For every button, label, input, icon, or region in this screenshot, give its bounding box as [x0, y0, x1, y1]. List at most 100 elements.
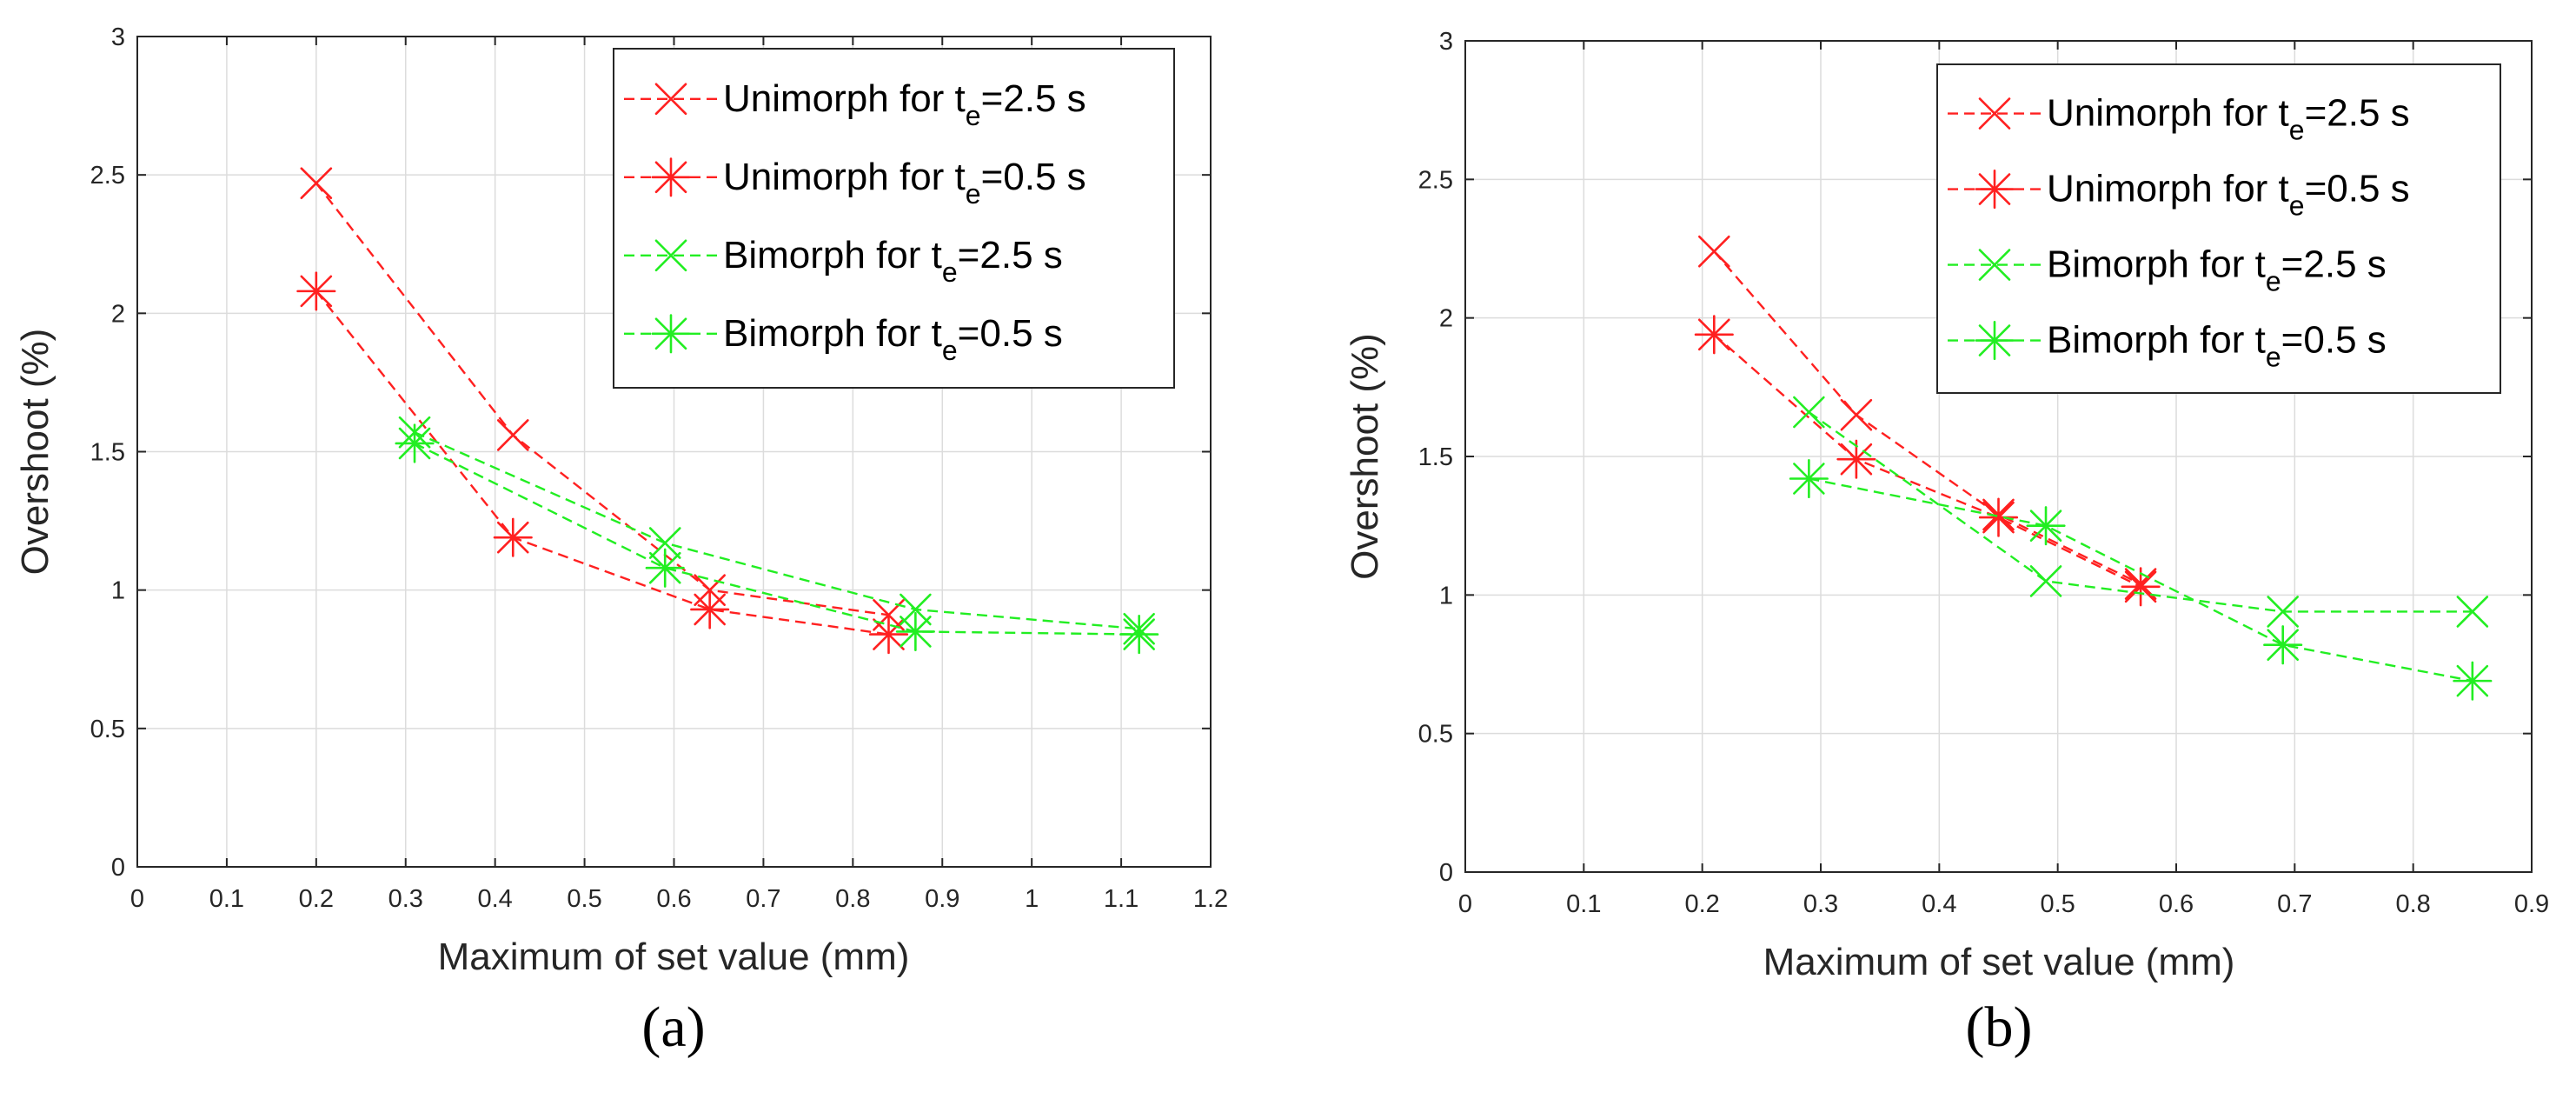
legend-marker	[1978, 97, 2011, 130]
data-point	[1119, 615, 1159, 655]
panel-label: (a)	[641, 996, 705, 1059]
data-point	[868, 615, 909, 655]
x-tick-label: 0.2	[1685, 890, 1720, 918]
y-tick-label: 1	[1439, 582, 1453, 609]
series-line	[315, 290, 889, 636]
x-tick-label: 0.6	[2159, 890, 2194, 918]
data-point	[1840, 398, 1873, 431]
data-point	[496, 419, 529, 451]
y-tick-label: 1	[111, 577, 125, 605]
legend-item: Bimorph for te=0.5 s	[1948, 319, 2387, 373]
x-tick-label: 0.8	[835, 885, 870, 913]
x-axis-title: Maximum of set value (mm)	[438, 936, 910, 978]
x-tick-label: 0.9	[925, 885, 959, 913]
data-point	[2267, 596, 2299, 628]
x-tick-label: 0.6	[656, 885, 691, 913]
data-point	[1694, 315, 1734, 355]
x-tick-label: 0.8	[2396, 890, 2431, 918]
data-point	[2453, 661, 2493, 701]
y-tick-label: 1.5	[90, 439, 125, 467]
legend-marker	[654, 83, 687, 116]
y-tick-label: 0	[111, 854, 125, 882]
data-point	[1836, 439, 1876, 479]
x-tick-label: 0.4	[478, 885, 513, 913]
data-point	[1789, 458, 1829, 499]
y-tick-label: 2	[1439, 305, 1453, 333]
data-point	[690, 589, 730, 629]
legend-item: Unimorph for te=0.5 s	[624, 156, 1086, 210]
data-point	[296, 271, 336, 311]
y-tick-label: 2	[111, 300, 125, 328]
x-tick-label: 0.4	[1922, 890, 1956, 918]
legend-item: Bimorph for te=2.5 s	[624, 234, 1063, 288]
x-axis-title: Maximum of set value (mm)	[1763, 941, 2235, 983]
data-point	[895, 611, 935, 651]
legend-label: Bimorph for te=0.5 s	[2047, 319, 2387, 373]
x-tick-label: 0.7	[746, 885, 780, 913]
y-tick-label: 2.5	[1418, 166, 1453, 194]
x-tick-label: 0	[1458, 890, 1472, 918]
data-point	[395, 423, 435, 463]
data-point	[2029, 565, 2062, 597]
legend-box	[613, 48, 1175, 389]
legend-marker	[654, 239, 687, 272]
series-2	[1694, 315, 2161, 607]
y-tick-label: 3	[111, 23, 125, 51]
series-line	[414, 431, 1139, 630]
y-tick-label: 0.5	[1418, 721, 1453, 749]
legend-label: Unimorph for te=2.5 s	[723, 77, 1086, 131]
data-point	[2121, 567, 2161, 607]
x-tick-label: 0.9	[2514, 890, 2549, 918]
y-axis-title: Overshoot (%)	[1344, 333, 1386, 580]
y-tick-label: 3	[1439, 28, 1453, 56]
data-point	[900, 593, 932, 626]
data-point	[2026, 506, 2066, 546]
series-line	[1713, 333, 2141, 588]
legend-item: Unimorph for te=2.5 s	[624, 77, 1086, 131]
y-tick-label: 0.5	[90, 716, 125, 743]
legend-label: Unimorph for te=0.5 s	[2047, 168, 2410, 222]
legend-marker	[651, 314, 691, 354]
series-4	[395, 423, 1159, 655]
series-4	[1789, 458, 2493, 701]
axes-frame	[136, 36, 1212, 868]
data-point	[1793, 396, 1825, 429]
legend-label: Bimorph for te=0.5 s	[723, 312, 1063, 366]
chart-panel-b: 0 0.1 0.2 0.3 0.4 0.5 0.6 0.7 0.8 0.9 0 0.5 1 1.5 2 2.5…	[1344, 28, 2549, 1059]
panel-label: (b)	[1966, 996, 2033, 1059]
legend: Unimorph for te=2.5 s Unimorph for te=0.5…	[613, 48, 1175, 389]
data-point	[648, 527, 681, 559]
data-point	[1698, 235, 1730, 268]
series-line	[1713, 250, 2141, 585]
x-tick-label: 0	[130, 885, 144, 913]
data-point	[2456, 596, 2489, 628]
data-point	[300, 167, 333, 200]
legend-marker	[1975, 320, 2015, 361]
x-tick-label: 0.1	[1566, 890, 1601, 918]
x-tick-label: 0.2	[299, 885, 334, 913]
y-tick-label: 1.5	[1418, 443, 1453, 471]
legend-label: Unimorph for te=0.5 s	[723, 156, 1086, 210]
data-point	[2263, 625, 2303, 665]
data-point	[1978, 497, 2019, 537]
x-tick-label: 0.5	[2041, 890, 2075, 918]
legend-marker	[651, 157, 691, 197]
x-tick-label: 0.3	[388, 885, 423, 913]
series-line	[1809, 477, 2473, 683]
data-point	[493, 517, 533, 557]
legend-box	[1936, 63, 2501, 394]
axes-frame	[1464, 40, 2533, 873]
legend: Unimorph for te=2.5 s Unimorph for te=0.5…	[1936, 63, 2501, 394]
data-point	[645, 548, 685, 588]
x-tick-label: 1.2	[1193, 885, 1228, 913]
legend-item: Unimorph for te=2.5 s	[1948, 92, 2410, 146]
legend-item: Bimorph for te=0.5 s	[624, 312, 1063, 366]
legend-marker	[1978, 249, 2011, 281]
y-tick-label: 0	[1439, 859, 1453, 887]
x-tick-label: 0.7	[2277, 890, 2312, 918]
chart-panel-a: 0 0.1 0.2 0.3 0.4 0.5 0.6 0.7 0.8 0.9 1 1.1 1.2 0 0.5 1…	[14, 23, 1228, 1059]
x-tick-label: 0.3	[1803, 890, 1838, 918]
x-tick-label: 0.1	[209, 885, 244, 913]
series-2	[296, 271, 909, 655]
